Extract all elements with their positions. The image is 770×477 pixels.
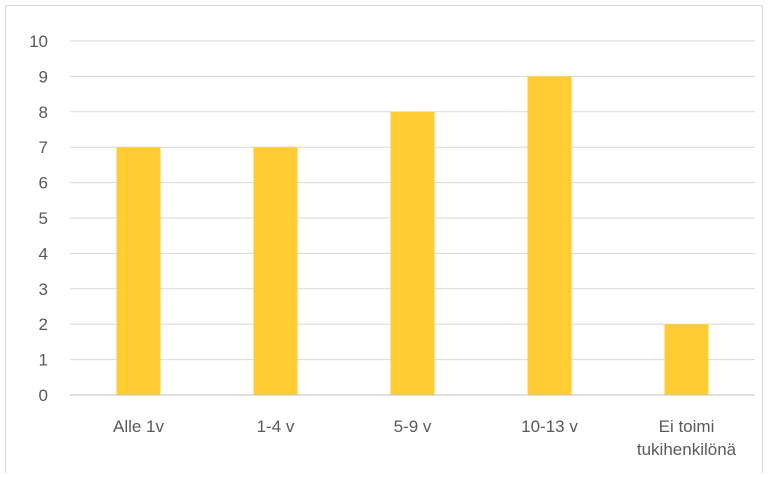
y-tick-label: 10 (29, 32, 48, 51)
y-tick-label: 1 (39, 351, 48, 370)
bar (390, 111, 435, 396)
x-tick-label: Ei toimi (659, 417, 715, 436)
bar (253, 147, 298, 395)
x-tick-label: 10-13 v (521, 417, 578, 436)
y-tick-label: 0 (39, 386, 48, 405)
x-tick-label: tukihenkilönä (637, 440, 737, 459)
y-tick-label: 8 (39, 103, 48, 122)
y-tick-label: 4 (39, 244, 48, 263)
x-tick-label: 5-9 v (394, 417, 432, 436)
y-tick-label: 9 (39, 67, 48, 86)
y-tick-label: 6 (39, 174, 48, 193)
y-tick-label: 5 (39, 209, 48, 228)
y-tick-label: 7 (39, 138, 48, 157)
bar (527, 76, 572, 396)
x-tick-label: Alle 1v (113, 417, 165, 436)
x-tick-label: 1-4 v (257, 417, 295, 436)
bar (116, 147, 161, 395)
y-tick-label: 2 (39, 315, 48, 334)
y-tick-label: 3 (39, 280, 48, 299)
bar (664, 324, 709, 395)
